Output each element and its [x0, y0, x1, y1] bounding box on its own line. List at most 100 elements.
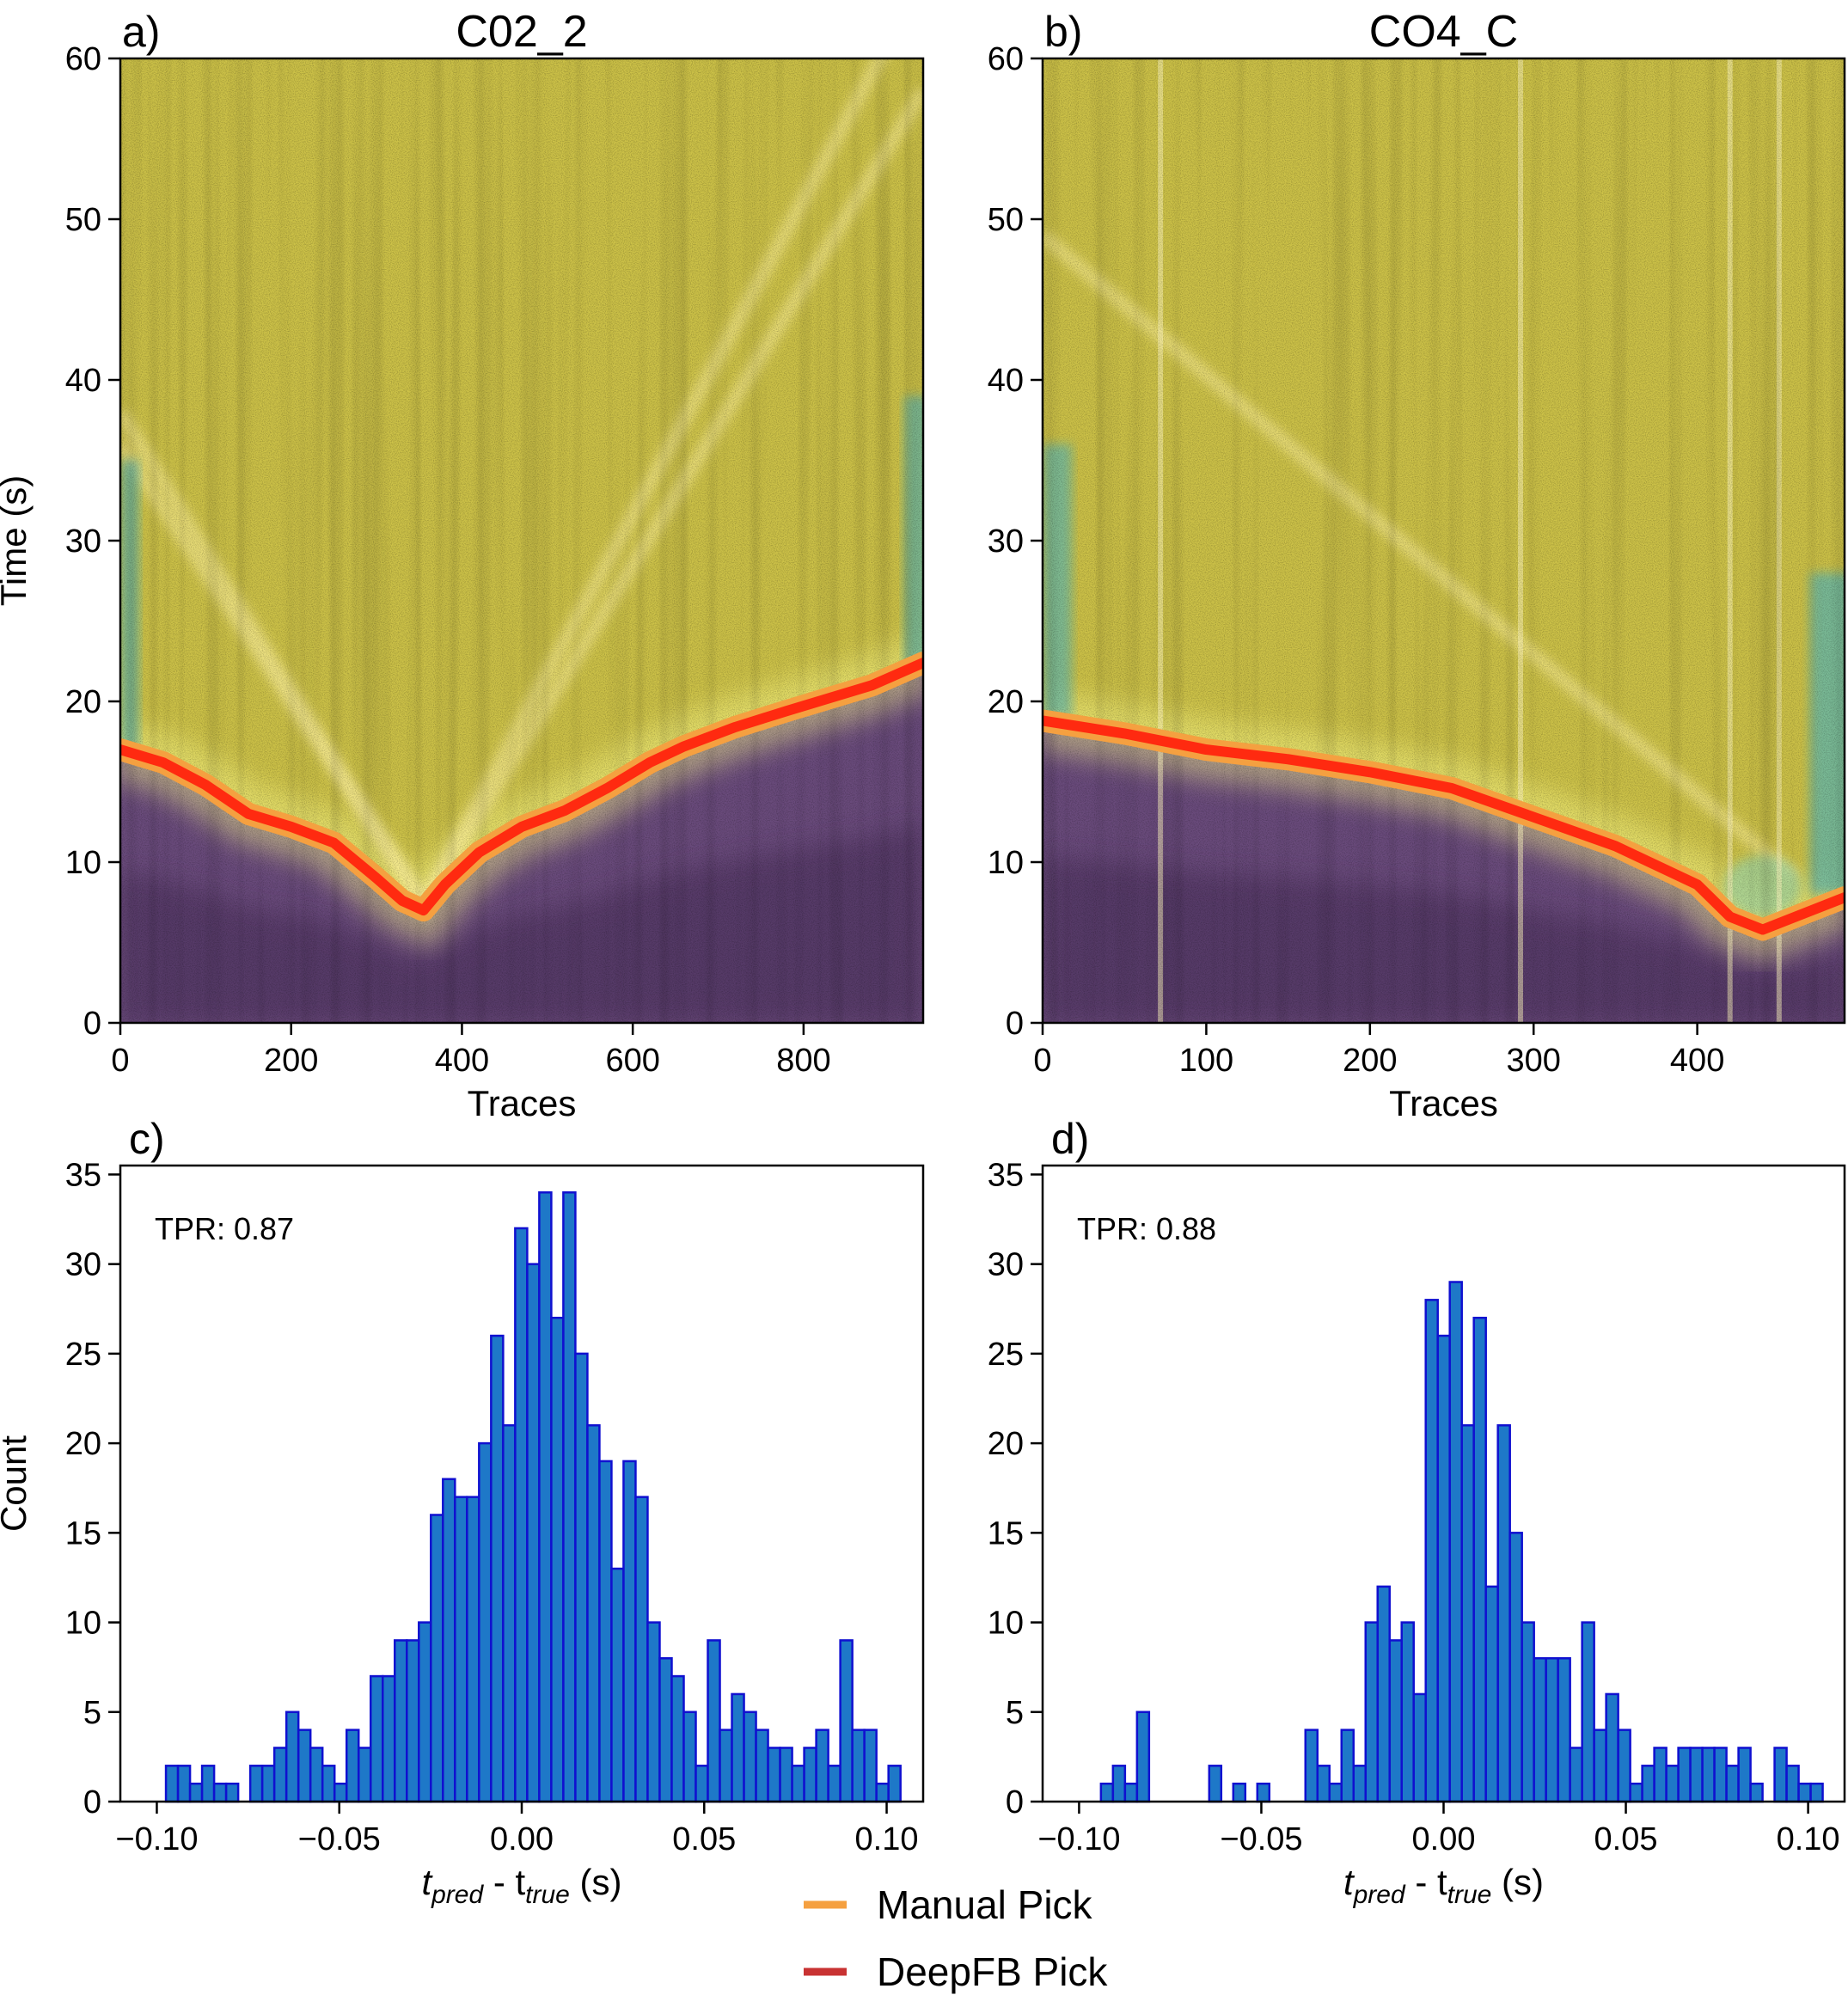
y-tick-label: 20 — [65, 684, 101, 720]
histogram-bar — [1460, 1424, 1475, 1803]
histogram-bar — [369, 1674, 384, 1803]
histogram-bar — [1340, 1729, 1355, 1803]
x-tick-label: 400 — [1670, 1043, 1724, 1079]
histogram-bar — [1208, 1765, 1223, 1803]
x-axis-label-part: pred — [431, 1881, 484, 1909]
y-tick-label: 25 — [65, 1337, 101, 1373]
x-axis-label-part: - t — [483, 1862, 525, 1902]
histogram-bar — [1099, 1782, 1115, 1803]
histogram-bar — [514, 1227, 529, 1803]
histogram-bar — [1352, 1765, 1367, 1803]
y-tick-label: 30 — [988, 523, 1024, 560]
histogram-bar — [1316, 1765, 1331, 1803]
histogram-bar — [1135, 1710, 1151, 1803]
histogram-bar — [562, 1191, 577, 1803]
x-tick-label: 0 — [1033, 1043, 1051, 1079]
noise-grain — [120, 58, 923, 1023]
histogram-bar — [863, 1729, 878, 1803]
histogram-bar — [285, 1710, 300, 1803]
histogram-bar — [1605, 1692, 1619, 1803]
histogram-bar — [1617, 1729, 1631, 1803]
histogram-bar — [1689, 1747, 1704, 1803]
histogram-bar — [1424, 1299, 1439, 1803]
y-tick-label: 10 — [65, 845, 101, 881]
y-tick-label: 10 — [65, 1606, 101, 1642]
histogram-bar — [1436, 1334, 1451, 1803]
histogram-bar — [1653, 1747, 1667, 1803]
x-tick-label: 200 — [1343, 1043, 1397, 1079]
y-axis-label: Time (s) — [0, 475, 34, 606]
histogram-bar — [430, 1514, 444, 1803]
histogram-bar — [1400, 1621, 1415, 1803]
histogram-bar — [574, 1352, 589, 1803]
seismic-image — [1043, 58, 1845, 1023]
noise-grain — [1043, 58, 1845, 1023]
histogram-bar — [646, 1621, 661, 1803]
x-axis-label-part: (s) — [570, 1862, 622, 1902]
histogram-bar — [176, 1765, 192, 1803]
histogram-bar — [357, 1747, 372, 1803]
histogram-bar — [1376, 1585, 1391, 1803]
histogram-bar — [851, 1729, 866, 1803]
histogram-bar — [526, 1263, 541, 1803]
x-axis-label-part: true — [1447, 1881, 1492, 1909]
histogram-bar — [1448, 1281, 1463, 1803]
y-tick-label: 25 — [988, 1337, 1024, 1373]
y-tick-label: 30 — [988, 1247, 1024, 1283]
histogram-bar — [1232, 1782, 1247, 1803]
y-tick-label: 15 — [988, 1515, 1024, 1551]
histogram-bar — [1508, 1532, 1523, 1803]
histogram-bar — [418, 1621, 432, 1803]
histogram-bar — [454, 1496, 468, 1803]
tpr-annotation: TPR: 0.88 — [1077, 1211, 1216, 1246]
y-tick-label: 40 — [988, 363, 1024, 399]
y-tick-label: 15 — [65, 1515, 101, 1551]
histogram-bar — [1725, 1765, 1740, 1803]
x-tick-label: −0.10 — [1037, 1821, 1120, 1857]
histogram-bar — [827, 1765, 841, 1803]
histogram-bar — [731, 1692, 745, 1803]
histogram-bar — [200, 1765, 216, 1803]
histogram-bar — [839, 1639, 854, 1803]
x-tick-label: 0.05 — [672, 1821, 736, 1857]
histogram-bar — [1641, 1765, 1655, 1803]
histogram-bar — [538, 1191, 553, 1803]
y-axis-label: Count — [0, 1435, 34, 1532]
x-tick-label: 0.00 — [490, 1821, 554, 1857]
y-tick-label: 20 — [65, 1426, 101, 1462]
y-tick-label: 20 — [988, 684, 1024, 720]
histogram-bar — [707, 1639, 721, 1803]
x-tick-label: 0 — [111, 1043, 129, 1079]
x-tick-label: −0.05 — [1220, 1821, 1302, 1857]
histogram-bar — [1749, 1782, 1764, 1803]
histogram-bar — [670, 1674, 685, 1803]
legend-label-deepfb: DeepFB Pick — [877, 1949, 1108, 1994]
histogram-bar — [381, 1674, 396, 1803]
histogram-bar — [1809, 1782, 1824, 1803]
histogram-bar — [1557, 1656, 1571, 1803]
y-tick-label: 30 — [65, 1247, 101, 1283]
histogram-bar — [887, 1765, 902, 1803]
x-axis-label: Traces — [1389, 1083, 1498, 1123]
histogram-bar — [490, 1334, 505, 1803]
y-tick-label: 10 — [988, 845, 1024, 881]
y-tick-label: 0 — [1006, 1006, 1024, 1042]
x-tick-label: 400 — [435, 1043, 489, 1079]
x-axis-label-part: t — [421, 1862, 433, 1902]
histogram-bar — [1677, 1747, 1692, 1803]
deepfb-pick-line — [1043, 715, 1845, 935]
seismic-image — [120, 58, 923, 1023]
y-tick-label: 30 — [65, 523, 101, 560]
y-tick-label: 5 — [1006, 1695, 1024, 1731]
histogram-bar — [1581, 1621, 1595, 1803]
histogram-bar — [875, 1782, 890, 1803]
histogram-bar — [164, 1765, 180, 1803]
histogram-bar — [610, 1567, 625, 1803]
y-tick-label: 50 — [65, 202, 101, 238]
y-tick-label: 0 — [1006, 1784, 1024, 1821]
x-tick-label: −0.10 — [115, 1821, 198, 1857]
y-tick-label: 35 — [988, 1157, 1024, 1193]
histogram-bar — [743, 1710, 757, 1803]
x-tick-label: 200 — [264, 1043, 318, 1079]
y-tick-label: 5 — [83, 1695, 101, 1731]
